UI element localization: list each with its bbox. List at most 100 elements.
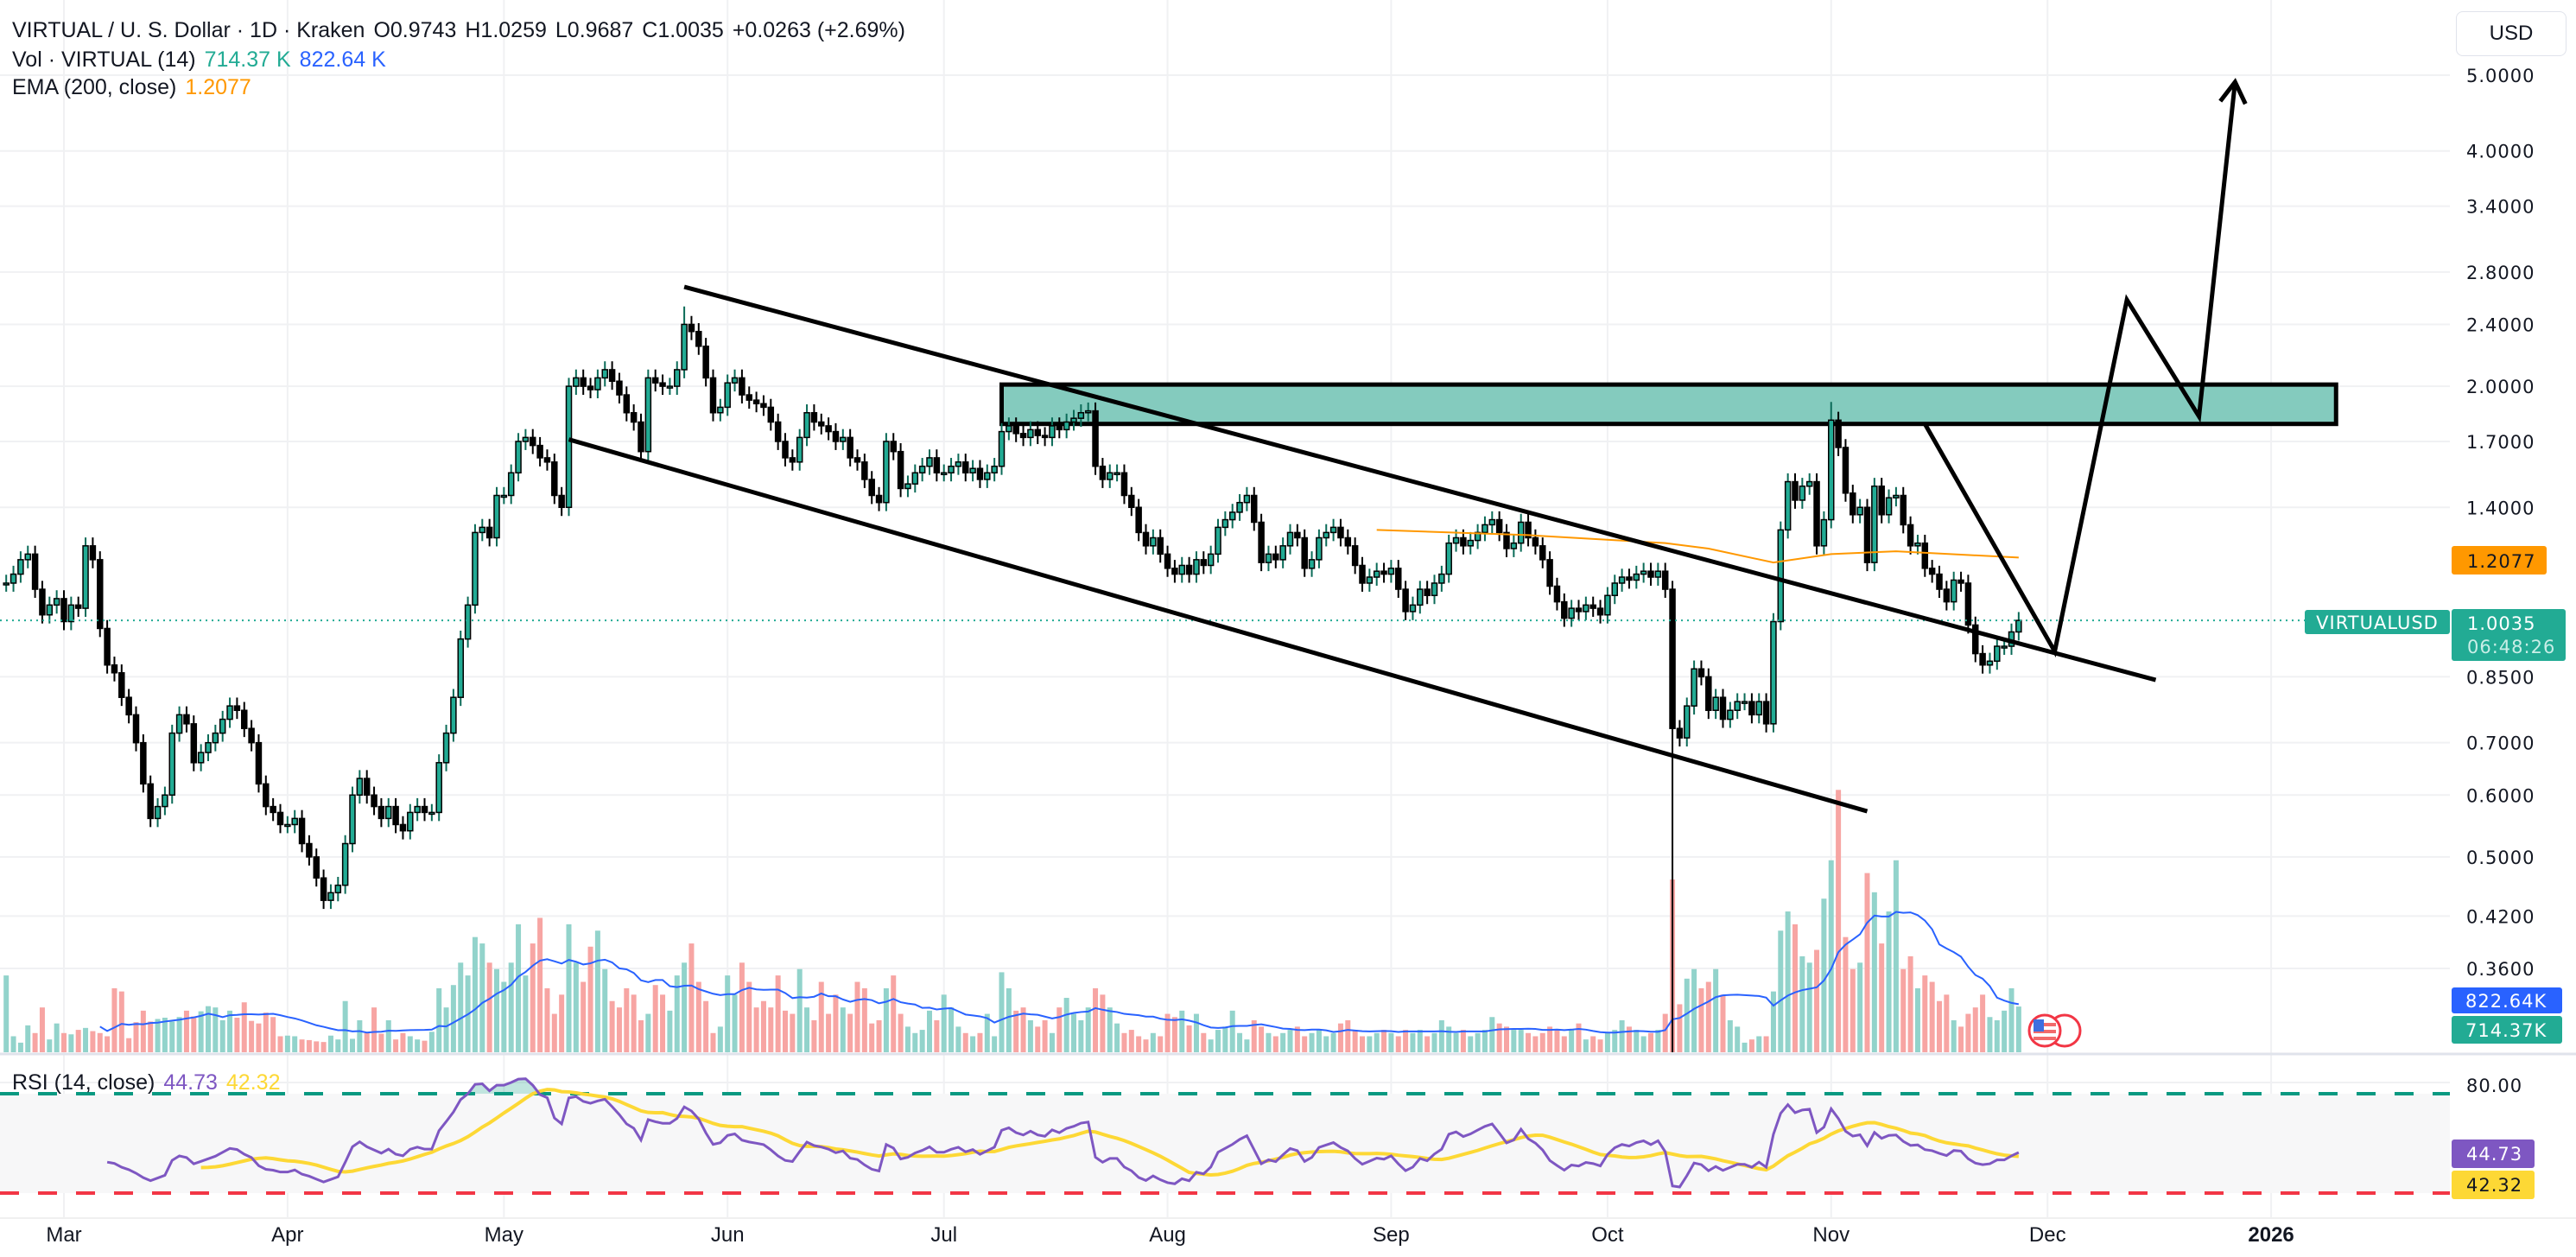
- volume-bar: [371, 1007, 378, 1052]
- candle-body: [904, 483, 911, 490]
- candle-body: [31, 553, 39, 590]
- upper-channel-trendline[interactable]: [683, 284, 2157, 682]
- volume-bar: [883, 987, 889, 1052]
- volume-bar: [1035, 1026, 1041, 1052]
- volume-bar: [1424, 1036, 1431, 1052]
- volume-bar: [1193, 1013, 1199, 1052]
- volume-bar: [219, 1019, 225, 1052]
- resistance-zone[interactable]: [999, 382, 2338, 427]
- volume-bar: [551, 1013, 557, 1052]
- volume-bar: [494, 968, 499, 1052]
- ema-legend[interactable]: EMA (200, close) 1.2077: [12, 74, 260, 100]
- candle-body: [1228, 511, 1236, 521]
- candle-body: [1575, 607, 1583, 613]
- candle-body: [666, 385, 674, 389]
- volume-bar: [1828, 860, 1834, 1052]
- projection-path[interactable]: [1923, 81, 2237, 657]
- time-tick-label: 2026: [2248, 1223, 2294, 1247]
- candle-body: [543, 457, 551, 463]
- volume-bar: [1590, 1036, 1596, 1052]
- volume-bar: [1944, 994, 1950, 1052]
- volume-bar: [1972, 1007, 1978, 1052]
- volume-bar: [602, 968, 608, 1052]
- volume-bar: [1886, 911, 1892, 1052]
- candle-body: [334, 884, 342, 894]
- time-tick-label: Nov: [1812, 1223, 1850, 1247]
- volume-bar: [292, 1036, 298, 1052]
- candle-body: [695, 330, 702, 347]
- candle-body: [940, 472, 948, 476]
- candle-body: [1128, 494, 1135, 509]
- volume-bar: [955, 1026, 961, 1052]
- price-axis[interactable]: 5.0000 4.0000 3.4000 2.8000 2.4000 2.0000 1.70…: [2466, 66, 2535, 980]
- time-tick-label: Sep: [1373, 1223, 1410, 1247]
- volume-bar: [1691, 968, 1697, 1052]
- volume-bar: [1951, 1019, 1957, 1052]
- candle-body: [731, 377, 739, 384]
- volume-bar: [357, 1019, 363, 1052]
- lower-channel-trendline[interactable]: [568, 437, 1869, 814]
- candle-body: [1258, 521, 1265, 563]
- candle-body: [2015, 619, 2022, 633]
- volume-bar: [479, 943, 485, 1052]
- candle-body: [147, 783, 154, 820]
- rsi-legend[interactable]: RSI (14, close) 44.73 42.32: [12, 1070, 289, 1095]
- volume-bar: [674, 975, 680, 1052]
- volume-bar: [645, 1013, 651, 1052]
- volume-bar: [1345, 1019, 1351, 1052]
- candle-body: [1871, 486, 1878, 563]
- symbol-legend[interactable]: VIRTUAL / U. S. Dollar · 1D · Kraken O0.9…: [12, 17, 914, 43]
- volume-bar: [1857, 962, 1863, 1052]
- volume-bar: [1778, 930, 1784, 1052]
- volume-bar: [1056, 1007, 1063, 1052]
- candle-body: [1041, 435, 1049, 439]
- candle-body: [1755, 701, 1762, 716]
- volume-bar: [1698, 987, 1704, 1052]
- projection-arrowhead-icon: [2218, 78, 2248, 105]
- volume-bar: [284, 1035, 290, 1052]
- time-axis[interactable]: Mar Apr May Jun Jul Aug Sep Oct Nov Dec 2026: [46, 1223, 2294, 1247]
- candle-body: [1157, 536, 1164, 555]
- candle-body: [472, 531, 479, 606]
- candle-body: [118, 672, 125, 698]
- volume-bar: [1446, 1026, 1452, 1052]
- candle-body: [1684, 705, 1691, 739]
- volume-bar: [1626, 1026, 1632, 1052]
- candle-body: [1510, 542, 1518, 549]
- candle-body: [212, 732, 219, 744]
- price-tick-label: 3.4000: [2466, 197, 2535, 218]
- candle-body: [97, 559, 104, 630]
- volume-bar: [746, 981, 752, 1052]
- volume-bar: [407, 1036, 413, 1052]
- candle-body: [1286, 531, 1294, 547]
- volume-bar: [1864, 873, 1870, 1052]
- candle-body: [233, 705, 241, 711]
- candle-body: [1438, 573, 1445, 584]
- volume-legend[interactable]: Vol · VIRTUAL (14) 714.37 K 822.64 K: [12, 47, 395, 73]
- volume-bar: [378, 1033, 384, 1052]
- candle-body: [1986, 660, 1994, 666]
- candle-body: [558, 494, 565, 509]
- volume-bar: [191, 1016, 197, 1052]
- candle-body: [154, 805, 162, 820]
- volume-bar: [1381, 1030, 1387, 1052]
- candle-body: [39, 588, 46, 616]
- resistance-zone-rect[interactable]: [999, 382, 2338, 427]
- volume-bar: [1987, 1017, 1993, 1052]
- candle-body: [1719, 696, 1727, 721]
- ema-200-line: [1376, 529, 2019, 564]
- candle-body: [948, 465, 955, 474]
- candle-body: [67, 604, 75, 623]
- candle-body: [327, 892, 334, 901]
- volume-bar: [111, 987, 117, 1052]
- currency-button[interactable]: USD: [2456, 11, 2566, 56]
- drawings[interactable]: [0, 78, 2305, 814]
- us-flag-event-icon[interactable]: [2027, 1013, 2082, 1048]
- candle-body: [1640, 570, 1647, 575]
- rsi-value: 44.73: [163, 1070, 218, 1095]
- symbol-title[interactable]: VIRTUAL / U. S. Dollar · 1D · Kraken: [12, 18, 365, 42]
- volume-bar: [1713, 968, 1719, 1052]
- candle-body: [1964, 582, 1972, 626]
- candle-body: [378, 805, 385, 820]
